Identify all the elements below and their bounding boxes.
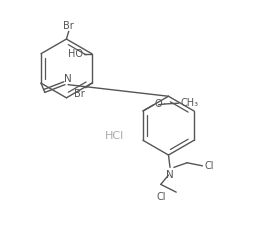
Text: Br: Br <box>74 88 85 99</box>
Text: Cl: Cl <box>156 192 166 202</box>
Text: Cl: Cl <box>204 161 214 171</box>
Text: N: N <box>64 74 72 84</box>
Text: HO: HO <box>68 49 83 59</box>
Text: Br: Br <box>63 20 74 31</box>
Text: CH₃: CH₃ <box>180 98 198 108</box>
Text: O: O <box>154 99 162 109</box>
Text: HCl: HCl <box>105 131 124 142</box>
Text: N: N <box>166 171 174 180</box>
